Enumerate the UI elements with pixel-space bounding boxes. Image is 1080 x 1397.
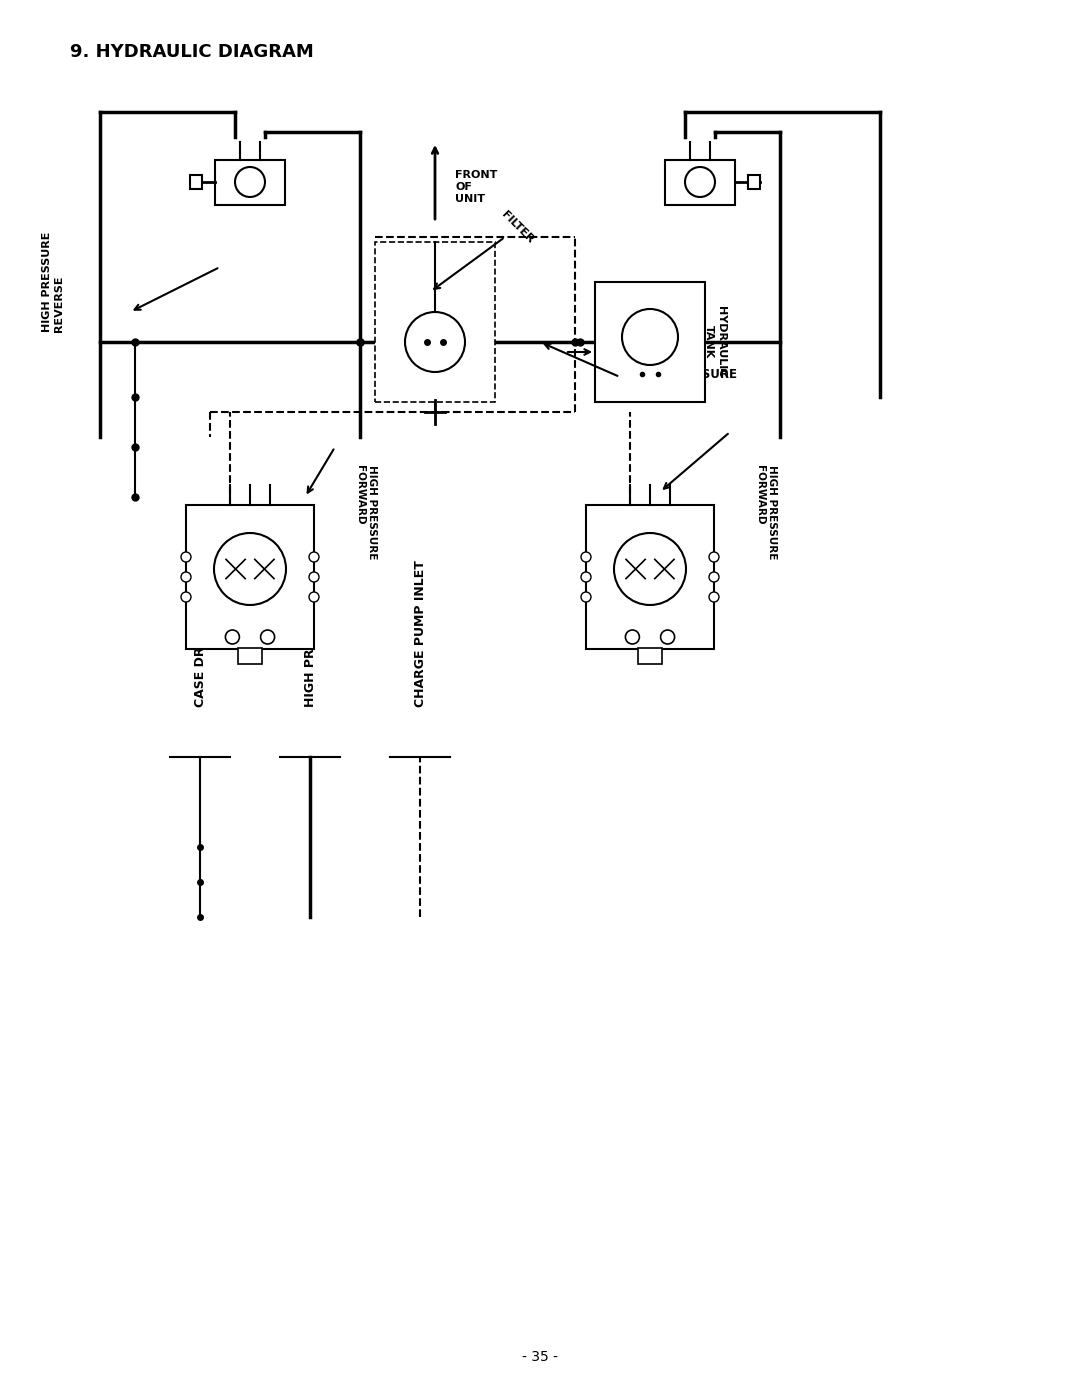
Text: FILTER: FILTER — [499, 210, 535, 244]
Circle shape — [581, 552, 591, 562]
Bar — [748, 175, 760, 189]
Circle shape — [708, 571, 719, 583]
Bar — [238, 648, 262, 664]
Bar — [595, 282, 705, 402]
Bar — [586, 504, 714, 650]
Circle shape — [235, 168, 265, 197]
Text: CHARGE PUMP INLET: CHARGE PUMP INLET — [414, 560, 427, 707]
Circle shape — [181, 552, 191, 562]
Circle shape — [181, 592, 191, 602]
Bar — [638, 648, 662, 664]
Bar — [215, 159, 285, 204]
Text: FRONT
OF
UNIT: FRONT OF UNIT — [455, 169, 498, 204]
Circle shape — [260, 630, 274, 644]
Circle shape — [581, 571, 591, 583]
Circle shape — [405, 312, 465, 372]
Bar — [190, 175, 202, 189]
Text: CASE DRAIN: CASE DRAIN — [193, 622, 206, 707]
Text: HIGH PRESSURE
REVERSE: HIGH PRESSURE REVERSE — [42, 232, 64, 332]
Circle shape — [708, 592, 719, 602]
Circle shape — [625, 630, 639, 644]
Text: HIGH PRESSURE: HIGH PRESSURE — [303, 594, 316, 707]
Text: HIGH PRESSURE
FORWARD: HIGH PRESSURE FORWARD — [355, 465, 377, 559]
Text: - 35 -: - 35 - — [522, 1350, 558, 1363]
Circle shape — [615, 534, 686, 605]
Circle shape — [309, 571, 319, 583]
Text: HIGH PRESSURE
REVERSE: HIGH PRESSURE REVERSE — [630, 367, 737, 395]
Bar — [186, 504, 314, 650]
Text: 9. HYDRAULIC DIAGRAM: 9. HYDRAULIC DIAGRAM — [70, 43, 314, 61]
Circle shape — [214, 534, 286, 605]
Text: HIGH PRESSURE
FORWARD: HIGH PRESSURE FORWARD — [755, 465, 777, 559]
Circle shape — [581, 592, 591, 602]
Circle shape — [226, 630, 240, 644]
Text: HYDRAULIC
TANK: HYDRAULIC TANK — [704, 306, 726, 377]
Circle shape — [181, 571, 191, 583]
Circle shape — [708, 552, 719, 562]
Circle shape — [309, 592, 319, 602]
Circle shape — [622, 309, 678, 365]
Circle shape — [661, 630, 675, 644]
Bar — [375, 242, 495, 402]
Bar — [665, 159, 735, 204]
Circle shape — [309, 552, 319, 562]
Circle shape — [685, 168, 715, 197]
